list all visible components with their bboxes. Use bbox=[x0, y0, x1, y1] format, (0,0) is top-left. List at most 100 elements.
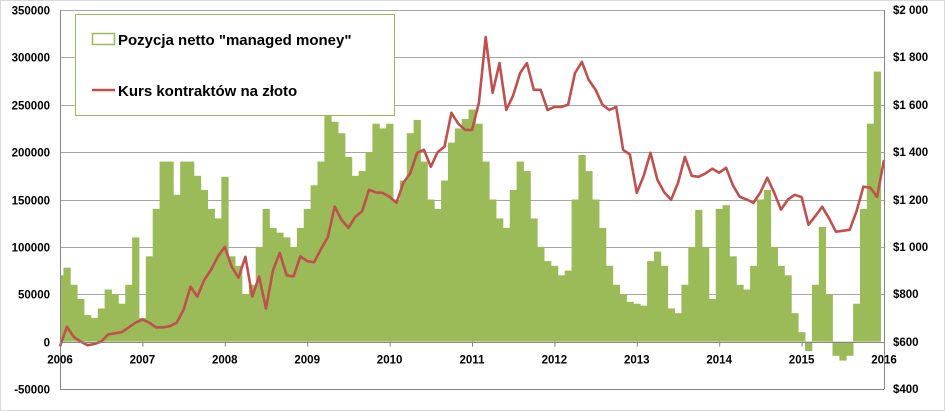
net-position-bar bbox=[358, 171, 366, 342]
net-position-bar bbox=[248, 284, 257, 342]
net-position-bar bbox=[406, 133, 415, 342]
net-position-bar bbox=[269, 227, 277, 342]
net-position-bar bbox=[550, 265, 559, 342]
net-position-bar bbox=[180, 161, 188, 342]
net-position-bar bbox=[132, 237, 140, 342]
net-position-bar bbox=[770, 246, 778, 342]
net-position-bar bbox=[647, 261, 655, 342]
net-position-bar bbox=[166, 161, 174, 342]
net-position-bar bbox=[798, 332, 806, 342]
net-position-bar bbox=[84, 315, 92, 342]
net-position-bar bbox=[173, 194, 181, 342]
net-position-bar bbox=[825, 294, 833, 342]
net-position-bar bbox=[729, 256, 737, 342]
right-axis-tick-label: $2 000 bbox=[893, 5, 928, 17]
net-position-bar bbox=[77, 298, 85, 342]
legend-box bbox=[75, 14, 395, 116]
net-position-bar bbox=[283, 237, 291, 342]
net-position-bar bbox=[200, 190, 209, 342]
left-axis-tick-label: 50000 bbox=[18, 290, 50, 302]
net-position-bar bbox=[296, 227, 305, 342]
net-position-bar bbox=[605, 265, 614, 342]
net-position-bar bbox=[413, 119, 421, 342]
net-position-bar bbox=[434, 208, 442, 342]
net-position-bar bbox=[873, 71, 881, 342]
x-axis-tick-label: 2009 bbox=[294, 355, 320, 367]
net-position-bar bbox=[111, 294, 119, 342]
net-position-bar bbox=[784, 275, 792, 342]
net-position-bar bbox=[331, 121, 339, 342]
left-axis-tick-label: 250000 bbox=[12, 101, 50, 113]
net-position-bar bbox=[688, 246, 696, 342]
x-axis-tick-label: 2006 bbox=[47, 355, 73, 367]
net-position-bar bbox=[667, 308, 675, 342]
net-position-bar bbox=[674, 313, 682, 342]
net-position-bar bbox=[750, 265, 758, 342]
net-position-bar bbox=[805, 341, 813, 352]
net-position-bar bbox=[276, 232, 284, 342]
left-axis-tick-label: 200000 bbox=[12, 148, 50, 160]
net-position-bar bbox=[262, 208, 270, 342]
net-position-bar bbox=[564, 270, 572, 342]
net-position-bar bbox=[461, 118, 469, 342]
x-axis-tick-label: 2010 bbox=[377, 355, 403, 367]
net-position-bar bbox=[578, 154, 586, 342]
net-position-bar bbox=[338, 133, 346, 342]
x-axis-tick-label: 2016 bbox=[871, 355, 897, 367]
right-axis-tick-label: $400 bbox=[893, 384, 919, 396]
net-position-bar bbox=[468, 109, 476, 342]
net-position-bar bbox=[571, 199, 579, 342]
x-axis-tick-label: 2014 bbox=[706, 355, 732, 367]
net-position-bar bbox=[619, 294, 627, 342]
net-position-bar bbox=[118, 303, 126, 342]
net-position-bar bbox=[544, 261, 552, 342]
net-position-bar bbox=[475, 123, 483, 342]
net-position-bar bbox=[708, 298, 717, 342]
net-position-bar bbox=[303, 208, 312, 342]
net-position-bar bbox=[454, 128, 463, 342]
net-position-bar bbox=[90, 317, 99, 342]
net-position-bar bbox=[193, 175, 202, 342]
net-position-bar bbox=[379, 128, 387, 342]
net-position-bar bbox=[70, 284, 78, 342]
x-axis-tick-label: 2011 bbox=[460, 355, 486, 367]
net-position-bar bbox=[187, 161, 195, 342]
legend-label-net-position: Pozycja netto "managed money" bbox=[118, 32, 351, 49]
x-axis-tick-label: 2008 bbox=[212, 355, 238, 367]
net-position-bar bbox=[441, 180, 449, 342]
x-axis-tick-label: 2007 bbox=[130, 355, 156, 367]
net-position-bar bbox=[365, 152, 373, 342]
net-position-bar bbox=[715, 208, 724, 342]
net-position-bar bbox=[811, 284, 820, 342]
net-position-bar bbox=[626, 301, 634, 342]
net-position-bar bbox=[756, 199, 765, 342]
left-axis-tick-label: 150000 bbox=[12, 196, 50, 208]
net-position-bar bbox=[221, 176, 229, 342]
left-axis-tick-label: -50000 bbox=[14, 385, 50, 397]
right-axis-tick-label: $600 bbox=[893, 337, 919, 349]
net-position-bar bbox=[743, 289, 751, 342]
net-position-bar bbox=[818, 226, 827, 342]
gold-price-line bbox=[58, 35, 886, 347]
net-position-bar bbox=[859, 208, 868, 342]
net-position-bar bbox=[839, 341, 847, 361]
net-position-bar bbox=[125, 284, 133, 342]
legend-swatch-bars bbox=[91, 32, 116, 46]
net-position-bar bbox=[152, 208, 160, 342]
net-position-bar bbox=[214, 218, 222, 342]
net-position-bar bbox=[447, 142, 456, 342]
net-position-bar bbox=[420, 161, 428, 342]
net-position-bar bbox=[145, 256, 154, 342]
net-position-bar bbox=[509, 190, 518, 342]
x-axis-tick-label: 2012 bbox=[542, 355, 568, 367]
net-position-bar bbox=[344, 156, 353, 342]
net-position-bar bbox=[612, 284, 621, 342]
net-position-bar bbox=[399, 180, 408, 342]
right-axis-tick-label: $1 000 bbox=[893, 242, 928, 254]
net-position-bar bbox=[660, 265, 669, 342]
net-position-bar bbox=[104, 289, 112, 342]
net-position-bar bbox=[290, 246, 298, 342]
net-position-bar bbox=[777, 265, 785, 342]
net-position-bar bbox=[537, 246, 545, 342]
right-axis-tick-label: $1 600 bbox=[893, 100, 928, 112]
